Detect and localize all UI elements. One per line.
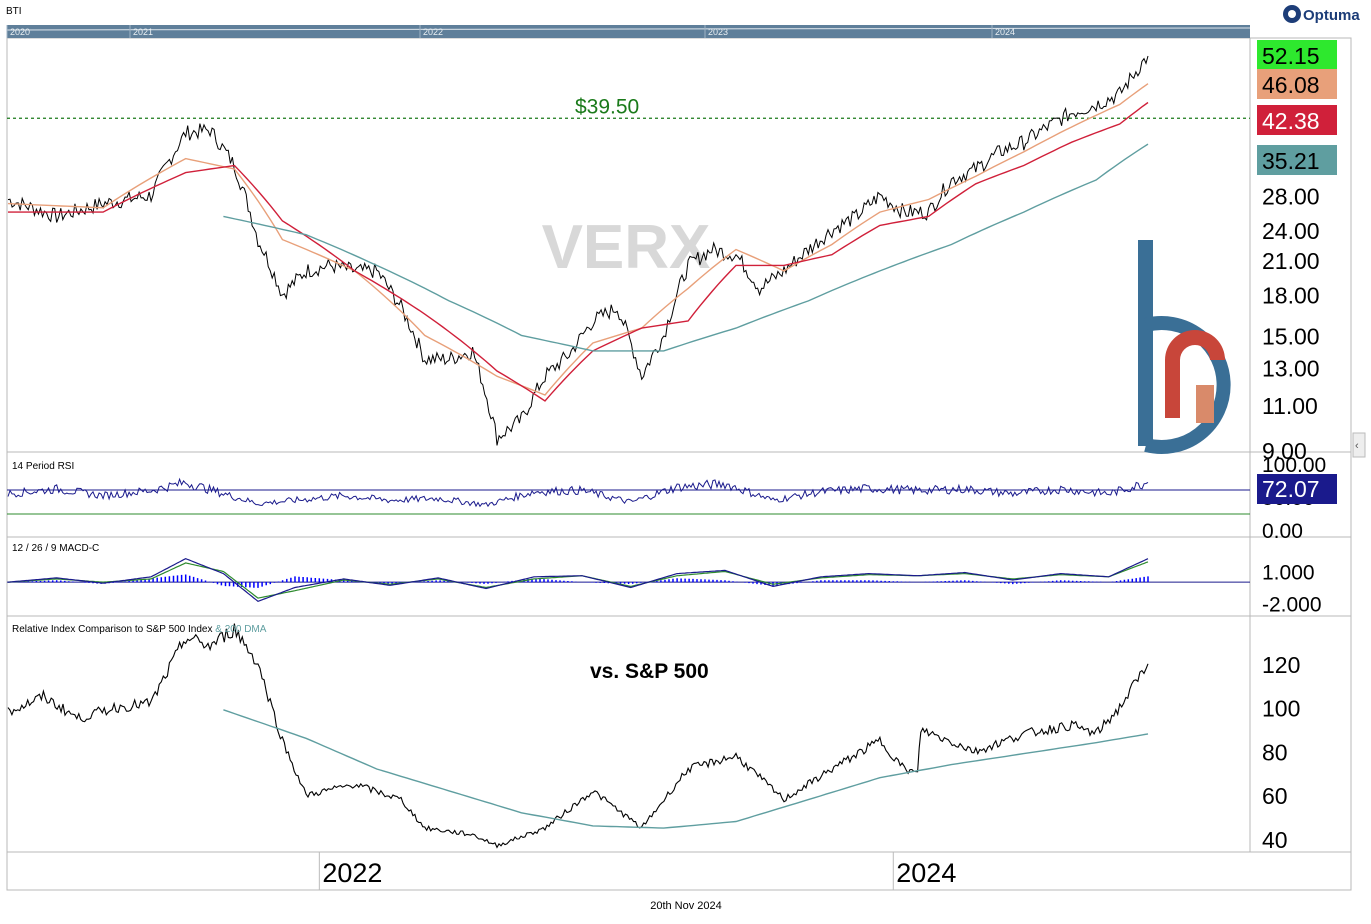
- price-tick-label: 15.00: [1262, 323, 1320, 349]
- relative-title-suffix: & 200 DMA: [215, 624, 266, 635]
- svg-text:‹: ‹: [1355, 440, 1359, 452]
- price-panel: 28.00 24.00 21.00 18.00 15.00 13.00 11.00 9.00 $…: [7, 40, 1337, 464]
- overview-year-label: 2022: [423, 27, 443, 37]
- price-tick-label: 13.00: [1262, 356, 1320, 382]
- price-series-ma_mid: [8, 101, 1149, 402]
- price-series-ma_fast: [7, 83, 1149, 396]
- panel-collapse-handle[interactable]: ‹: [1352, 432, 1366, 458]
- relative-tick-label: 40: [1262, 827, 1288, 853]
- relative-panel: 120 100 80 60 40: [7, 623, 1300, 853]
- overview-line: [6, 27, 1251, 31]
- relative-series-ratio: [7, 623, 1149, 849]
- overview-strip[interactable]: [7, 25, 1250, 38]
- overview-years: 2020 2021 2022 2023 2024: [6, 25, 1015, 38]
- relative-annotation: vs. S&P 500: [590, 660, 709, 683]
- footer-date: 20th Nov 2024: [650, 900, 722, 912]
- overview-year-label: 2023: [708, 27, 728, 37]
- value-tag-price: [1257, 40, 1337, 70]
- value-tag-label: 35.21: [1262, 148, 1320, 174]
- macd-title: 12 / 26 / 9 MACD-C: [12, 543, 99, 554]
- price-tick-label: 9.00: [1262, 438, 1307, 464]
- relative-tick-label: 100: [1262, 696, 1300, 722]
- macd-panel: 1.000 -2.000: [7, 558, 1322, 616]
- chart-frame: [6, 37, 1352, 891]
- overview-year-label: 2021: [133, 27, 153, 37]
- macd-line: [7, 558, 1149, 602]
- price-tick-label: 28.00: [1262, 183, 1320, 209]
- value-tag-ma_mid: [1257, 105, 1337, 135]
- price-tick-label: 21.00: [1262, 248, 1320, 274]
- price-series-ma_slow: [223, 143, 1149, 352]
- overview-year-label: 2024: [995, 27, 1015, 37]
- x-tick-label: 2022: [322, 858, 382, 888]
- brand-mark-logo: [1138, 240, 1231, 454]
- watermark-text: VERX: [542, 213, 711, 282]
- price-tick-label: 18.00: [1262, 283, 1320, 309]
- optuma-logo: Optuma: [1283, 5, 1360, 24]
- rsi-value-tag-label: 72.07: [1262, 476, 1320, 502]
- relative-title-main: Relative Index Comparison to S&P 500 Ind…: [12, 624, 213, 635]
- value-tag-label: 46.08: [1262, 72, 1320, 98]
- overview-year-label: 2020: [10, 27, 30, 37]
- x-tick-label: 2024: [896, 858, 956, 888]
- rsi-title: 14 Period RSI: [12, 461, 74, 472]
- rsi-value-tag: [1257, 474, 1337, 504]
- relative-title: Relative Index Comparison to S&P 500 Ind…: [12, 624, 267, 635]
- relative-tick-label: 120: [1262, 652, 1300, 678]
- macd-signal-line: [7, 561, 1149, 599]
- rsi-tick-label: 100.00: [1262, 454, 1326, 477]
- price-tick-label: 24.00: [1262, 218, 1320, 244]
- relative-series-dma: [223, 709, 1149, 829]
- price-series-price: [7, 55, 1149, 446]
- x-axis: 2022 2024: [318, 852, 956, 890]
- relative-tick-label: 60: [1262, 783, 1288, 809]
- macd-tick-label: -2.000: [1262, 593, 1322, 616]
- value-tag-ma_slow: [1257, 145, 1337, 175]
- price-tick-label: 11.00: [1262, 393, 1318, 419]
- value-tag-label: 52.15: [1262, 43, 1320, 69]
- rsi-series-line: [7, 477, 1149, 508]
- value-tag-label: 42.38: [1262, 108, 1320, 134]
- value-tag-ma_fast: [1257, 69, 1337, 99]
- brand-name: Optuma: [1303, 7, 1360, 24]
- resistance-label: $39.50: [575, 95, 639, 118]
- relative-tick-label: 80: [1262, 739, 1288, 765]
- rsi-tick-label: 0.00: [1262, 520, 1303, 543]
- symbol-label: BTI: [6, 6, 22, 17]
- macd-tick-label: 1.000: [1262, 561, 1315, 584]
